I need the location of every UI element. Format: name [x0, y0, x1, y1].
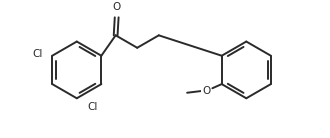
Text: Cl: Cl — [87, 102, 98, 112]
Text: O: O — [113, 2, 121, 12]
Text: O: O — [202, 86, 210, 96]
Text: Cl: Cl — [32, 49, 43, 59]
